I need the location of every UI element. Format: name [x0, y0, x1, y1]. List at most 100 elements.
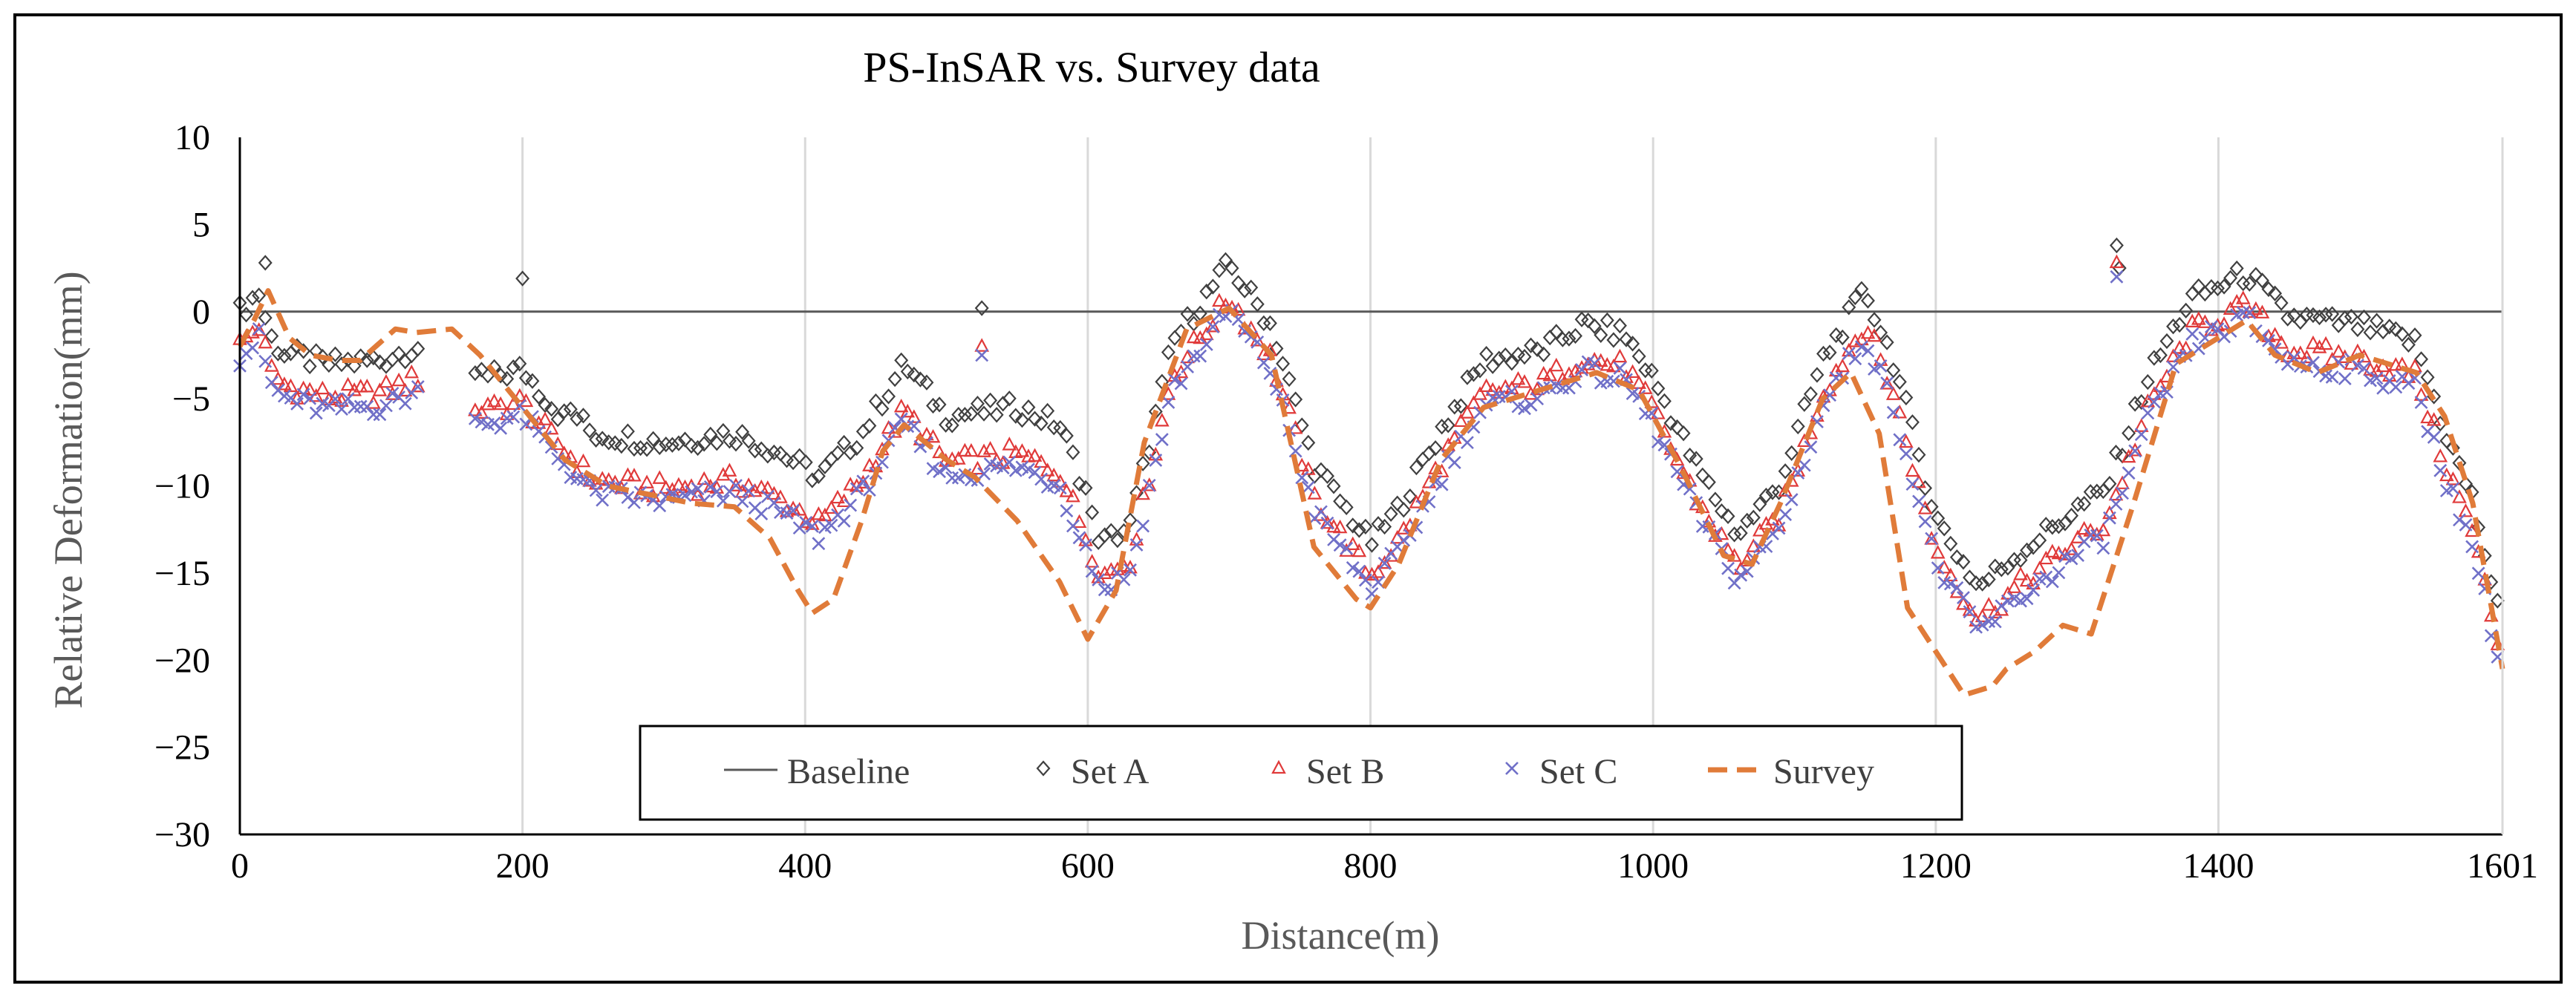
y-tick-label: 0 — [192, 292, 210, 332]
set-a-point — [1199, 284, 1214, 300]
set-c-point — [703, 480, 717, 494]
legend-set-c-swatch — [1505, 762, 1519, 775]
set-c-point — [786, 503, 800, 517]
set-b-point — [716, 466, 731, 481]
chart-frame — [13, 13, 2563, 984]
set-b-point — [2426, 412, 2442, 426]
set-a-point — [239, 307, 254, 323]
set-b-point — [893, 398, 909, 413]
set-b-point — [1161, 386, 1176, 400]
set-c-point — [2045, 575, 2059, 589]
set-a-point — [1740, 512, 1755, 529]
set-a-point — [811, 468, 826, 484]
set-b-point — [538, 411, 552, 425]
axes — [238, 137, 2504, 836]
set-c-point — [2122, 466, 2136, 480]
set-c-point — [1377, 556, 1392, 570]
legend-label: Set C — [1539, 752, 1617, 791]
grid-lines — [521, 137, 2220, 834]
set-c-point — [296, 388, 310, 402]
set-a-point — [1180, 306, 1195, 322]
set-b-point — [2274, 335, 2289, 349]
set-b-point — [900, 403, 916, 418]
set-b-point — [1828, 362, 1844, 377]
set-c-point — [1950, 581, 1964, 595]
set-b-point — [1141, 477, 1157, 491]
set-b-point — [1173, 364, 1189, 379]
set-b-point — [830, 489, 845, 504]
set-a-point — [550, 411, 565, 428]
set-a-point — [1428, 440, 1443, 457]
set-c-point — [1461, 436, 1474, 450]
set-c-point — [1784, 493, 1799, 507]
x-tick-label: 1000 — [1617, 846, 1689, 886]
set-a-point — [2001, 560, 2015, 576]
set-c-point — [1899, 447, 1913, 461]
set-b-point — [1193, 330, 1208, 344]
set-c-point — [1352, 564, 1366, 578]
set-b-point — [1294, 457, 1310, 472]
set-b-point — [2433, 448, 2448, 462]
set-c-point — [309, 406, 323, 420]
set-c-point — [2465, 540, 2479, 554]
set-c-point — [2389, 380, 2403, 394]
legend-box — [639, 725, 1963, 821]
set-a-point — [1441, 417, 1455, 434]
set-c-point — [1721, 561, 1735, 575]
set-a-point — [837, 434, 852, 451]
set-b-point — [2153, 378, 2168, 392]
x-tick-label: 400 — [778, 846, 832, 886]
set-b-point — [2032, 560, 2047, 575]
x-tick-label: 1200 — [1900, 846, 1972, 886]
set-c-point — [2338, 372, 2352, 386]
set-a-point — [1860, 292, 1875, 309]
set-a-point — [1631, 348, 1646, 365]
set-b-point — [1154, 413, 1170, 427]
set-c-point — [2236, 306, 2250, 320]
set-a-point — [1626, 336, 1640, 352]
set-c-point — [1740, 564, 1754, 578]
set-a-point — [1905, 414, 1920, 431]
y-tick-label: −20 — [154, 641, 210, 680]
set-a-point — [1899, 389, 1914, 406]
set-c-point — [926, 462, 940, 476]
set-c-point — [1129, 537, 1144, 552]
set-c-point — [1256, 356, 1271, 370]
set-b-point — [2331, 344, 2347, 358]
set-a-point — [1854, 281, 1869, 297]
set-c-point — [2096, 541, 2110, 555]
set-b-point — [2267, 327, 2283, 341]
set-a-point — [2249, 267, 2263, 283]
set-b-point — [347, 382, 362, 396]
set-b-point — [950, 451, 966, 465]
set-c-point — [2243, 306, 2257, 320]
set-c-point — [1854, 340, 1868, 354]
set-b-point — [1212, 292, 1227, 307]
set-a-point — [1244, 279, 1259, 295]
set-a-point — [2064, 507, 2079, 524]
set-a-point — [1765, 484, 1780, 500]
set-b-point — [1917, 500, 1933, 514]
set-a-point — [1746, 509, 1761, 526]
set-a-point — [1937, 520, 1951, 537]
set-b-point — [1002, 437, 1017, 451]
set-b-point — [2458, 503, 2474, 517]
set-b-point — [277, 376, 292, 390]
y-tick-label: −30 — [154, 815, 210, 854]
set-b-point — [1981, 597, 1997, 611]
set-a-point — [875, 400, 890, 417]
set-a-point — [1892, 373, 1907, 390]
set-c-point — [1435, 477, 1449, 491]
set-b-point — [575, 453, 591, 468]
set-b-point — [1510, 370, 1526, 385]
set-b-point — [1879, 376, 1894, 390]
set-a-point — [697, 436, 711, 452]
set-a-point — [2122, 425, 2136, 442]
set-b-point — [1536, 365, 1551, 380]
set-c-point — [2370, 371, 2384, 385]
set-b-point — [1956, 596, 1971, 610]
set-a-point — [2211, 280, 2225, 297]
set-a-point — [2077, 495, 2092, 512]
set-a-point — [1072, 475, 1086, 492]
